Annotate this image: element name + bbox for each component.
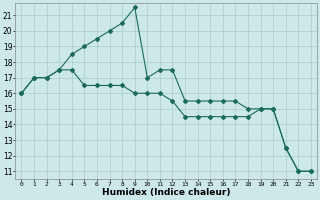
X-axis label: Humidex (Indice chaleur): Humidex (Indice chaleur) xyxy=(102,188,230,197)
